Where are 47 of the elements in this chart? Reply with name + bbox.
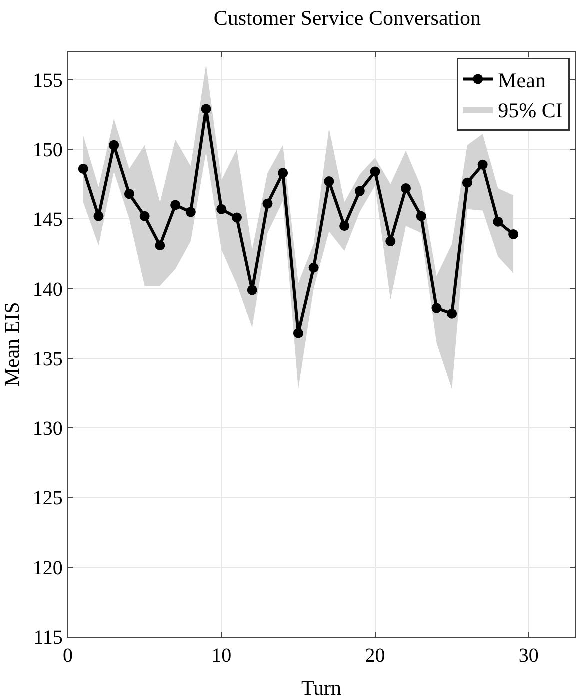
y-tick-label: 125 xyxy=(32,488,63,510)
chart-title: Customer Service Conversation xyxy=(214,6,482,30)
point xyxy=(462,178,472,188)
point xyxy=(354,186,365,196)
point xyxy=(124,189,134,200)
point xyxy=(508,229,519,240)
point xyxy=(370,166,380,177)
x-tick-label: 0 xyxy=(63,645,73,668)
point xyxy=(155,240,166,251)
legend-label: Mean xyxy=(498,68,546,92)
point xyxy=(478,160,488,170)
y-tick-label: 135 xyxy=(32,348,63,370)
y-tick-label: 140 xyxy=(32,278,63,301)
point xyxy=(447,308,458,319)
y-tick-label: 130 xyxy=(32,418,63,440)
point xyxy=(493,216,504,227)
legend-label: 95% CI xyxy=(498,98,563,123)
y-tick-label: 145 xyxy=(32,209,63,232)
y-tick-label: 120 xyxy=(32,557,63,580)
point xyxy=(78,164,88,174)
point xyxy=(247,285,258,296)
x-tick-label: 10 xyxy=(212,645,232,668)
point xyxy=(109,140,120,150)
point xyxy=(432,303,442,314)
point xyxy=(201,104,212,114)
y-axis-title: Mean EIS xyxy=(0,302,24,387)
point xyxy=(278,168,288,178)
point xyxy=(293,328,304,338)
y-tick-label: 150 xyxy=(32,140,63,162)
point xyxy=(140,211,150,222)
point xyxy=(170,200,181,210)
y-tick-label: 155 xyxy=(32,70,63,92)
point xyxy=(94,211,104,222)
point xyxy=(308,262,319,273)
x-axis-title: Turn xyxy=(301,676,342,700)
point xyxy=(186,207,196,218)
point xyxy=(416,211,426,222)
x-tick-label: 20 xyxy=(365,645,386,668)
point xyxy=(216,204,227,214)
point xyxy=(232,212,242,223)
point xyxy=(401,184,411,194)
point xyxy=(386,236,396,246)
x-tick-label: 30 xyxy=(518,645,539,668)
point xyxy=(262,198,273,209)
point xyxy=(340,221,350,232)
y-tick-label: 115 xyxy=(34,627,63,649)
point xyxy=(324,176,334,187)
